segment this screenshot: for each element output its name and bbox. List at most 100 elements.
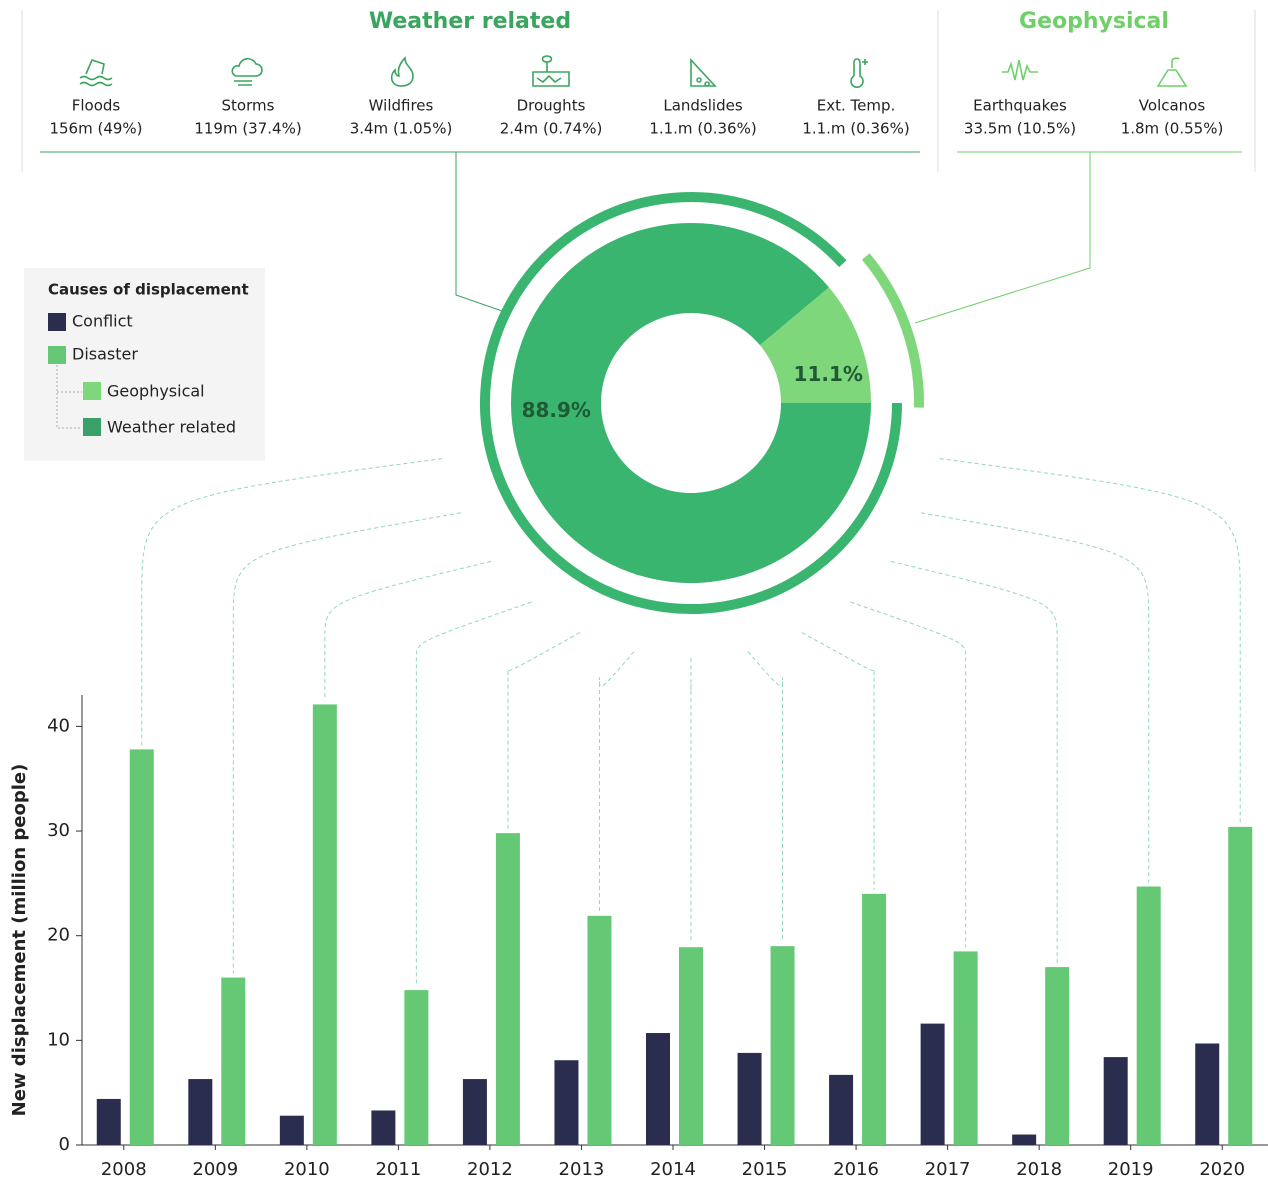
x-tick-label: 2014	[650, 1159, 696, 1180]
item-value: 1.1.m (0.36%)	[649, 120, 756, 138]
bar	[920, 1023, 945, 1145]
donut-slice	[511, 223, 871, 584]
icon	[850, 58, 868, 88]
item-label: Droughts	[517, 97, 586, 115]
connector	[890, 560, 1058, 964]
legend-swatch	[83, 418, 101, 436]
bar	[1045, 967, 1070, 1145]
icon	[690, 57, 717, 87]
legend-tree	[56, 365, 82, 429]
x-tick-label: 2016	[833, 1159, 879, 1180]
x-tick-label: 2015	[742, 1159, 788, 1180]
bar	[404, 990, 429, 1145]
item-value: 33.5m (10.5%)	[964, 120, 1076, 138]
connector	[324, 560, 492, 701]
legend-title: Causes of displacement	[48, 281, 249, 299]
leader-line	[914, 152, 1091, 324]
legend-swatch	[83, 382, 101, 400]
icon	[79, 59, 113, 87]
x-tick-label: 2017	[925, 1159, 971, 1180]
bar	[587, 915, 612, 1145]
donut-label: 88.9%	[522, 398, 591, 422]
legend-label: Disaster	[72, 345, 138, 364]
donut-slice	[759, 287, 872, 403]
icon	[532, 55, 570, 87]
item-label: Ext. Temp.	[817, 97, 896, 115]
y-tick-label: 0	[59, 1134, 70, 1155]
legend-label: Conflict	[72, 312, 133, 331]
item-value: 119m (37.4%)	[194, 120, 301, 138]
item-value: 1.1.m (0.36%)	[802, 120, 909, 138]
legend-swatch	[48, 313, 66, 331]
bar	[1103, 1057, 1128, 1145]
bar	[188, 1079, 213, 1145]
bar	[829, 1074, 854, 1145]
item-value: 2.4m (0.74%)	[500, 120, 603, 138]
x-tick-label: 2010	[284, 1159, 330, 1180]
bar	[221, 977, 246, 1145]
legend-label: Weather related	[107, 418, 236, 437]
bar	[1012, 1134, 1037, 1145]
group-title: Weather related	[369, 9, 571, 34]
icon	[231, 58, 263, 86]
bar	[96, 1098, 121, 1145]
item-label: Wildfires	[369, 97, 434, 115]
bar	[770, 946, 795, 1145]
x-tick-label: 2008	[101, 1159, 147, 1180]
connector	[232, 512, 461, 974]
y-tick-label: 10	[47, 1029, 70, 1050]
connector	[801, 632, 875, 890]
bar	[371, 1110, 396, 1145]
item-value: 156m (49%)	[49, 120, 142, 138]
bar	[495, 833, 520, 1145]
item-label: Volcanos	[1139, 97, 1206, 115]
x-tick-label: 2018	[1016, 1159, 1062, 1180]
group-title: Geophysical	[1019, 9, 1169, 34]
connector	[921, 512, 1150, 883]
bar	[462, 1079, 487, 1145]
bar	[1228, 826, 1253, 1145]
connector	[507, 632, 581, 830]
connector	[939, 458, 1241, 823]
x-tick-label: 2013	[559, 1159, 605, 1180]
icon	[1156, 57, 1188, 87]
y-tick-label: 20	[47, 925, 70, 946]
bar	[279, 1115, 304, 1145]
y-tick-label: 40	[47, 715, 70, 736]
x-tick-label: 2009	[192, 1159, 238, 1180]
x-tick-label: 2019	[1108, 1159, 1154, 1180]
icon	[390, 56, 414, 87]
bar	[862, 893, 887, 1145]
bar	[1136, 886, 1161, 1145]
header-frame	[21, 10, 1256, 324]
bar	[554, 1060, 579, 1145]
leader-line	[455, 152, 506, 313]
item-label: Landslides	[663, 97, 742, 115]
item-label: Storms	[222, 97, 275, 115]
x-tick-label: 2020	[1199, 1159, 1245, 1180]
legend: Causes of displacement Conflict Disaster…	[24, 268, 265, 461]
x-tick-label: 2011	[375, 1159, 421, 1180]
legend-swatch	[48, 346, 66, 364]
connector	[747, 651, 784, 943]
outer-ring	[861, 253, 924, 408]
bar	[737, 1052, 762, 1145]
outer-ring	[480, 192, 902, 614]
connector	[141, 458, 443, 746]
x-tick-label: 2012	[467, 1159, 513, 1180]
icon	[1002, 59, 1038, 81]
bar	[129, 749, 154, 1145]
bar	[1195, 1043, 1220, 1145]
bar	[679, 947, 703, 1145]
legend-label: Geophysical	[107, 382, 205, 401]
bar	[312, 704, 337, 1145]
item-value: 3.4m (1.05%)	[350, 120, 453, 138]
item-label: Earthquakes	[973, 97, 1067, 115]
connector	[598, 651, 635, 912]
donut-label: 11.1%	[794, 362, 863, 386]
legend-box	[24, 268, 265, 461]
bar	[646, 1033, 670, 1145]
item-value: 1.8m (0.55%)	[1121, 120, 1224, 138]
item-label: Floods	[72, 97, 121, 115]
